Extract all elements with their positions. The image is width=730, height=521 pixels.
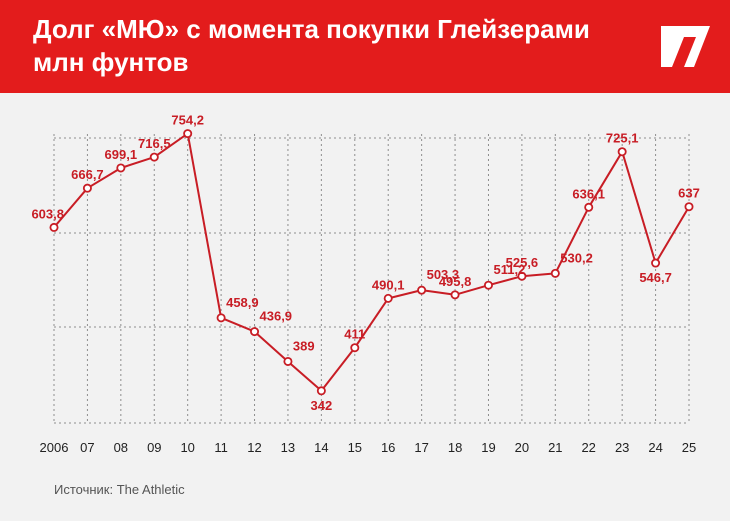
data-point [283,356,293,366]
the-athletic-logo-icon [661,26,710,67]
data-label: 503,3 [427,267,460,282]
data-label: 636,1 [572,186,605,201]
x-tick-label: 20 [515,440,529,455]
x-tick-label: 23 [615,440,629,455]
data-point [450,290,460,300]
x-tick-label: 25 [682,440,696,455]
data-point [183,129,193,139]
chart-subtitle: млн фунтов [33,47,189,77]
x-tick-label: 10 [180,440,194,455]
header-banner: Долг «МЮ» с момента покупки Глейзерами м… [0,0,730,93]
data-point [316,386,326,396]
chart-points [49,129,694,396]
x-tick-label: 24 [648,440,662,455]
data-point [584,202,594,212]
data-label: 754,2 [171,113,204,128]
chart-series [53,132,690,392]
x-tick-label: 12 [247,440,261,455]
x-tick-label: 2006 [40,440,69,455]
data-point [550,268,560,278]
data-point [149,152,159,162]
data-point [684,202,694,212]
x-tick-label: 07 [80,440,94,455]
chart-grid [53,134,690,424]
data-point [350,343,360,353]
x-tick-label: 09 [147,440,161,455]
x-tick-label: 17 [414,440,428,455]
data-point [82,183,92,193]
data-point [617,147,627,157]
debt-series-line [53,132,690,392]
data-point [483,280,493,290]
source-note: Источник: The Athletic [54,482,185,497]
data-point [383,293,393,303]
x-tick-label: 08 [114,440,128,455]
data-label: 530,2 [560,250,593,265]
data-label: 725,1 [606,131,639,146]
data-point [250,327,260,337]
data-label: 637 [678,186,700,201]
data-label: 525,6 [506,255,539,270]
data-label: 389 [293,339,315,354]
data-label: 511,2 [494,262,526,277]
data-label: 716,5 [138,136,171,151]
x-tick-label: 14 [314,440,328,455]
x-tick-label: 16 [381,440,395,455]
data-point [417,285,427,295]
data-label: 490,1 [372,277,405,292]
data-label: 436,9 [260,309,293,324]
x-tick-label: 21 [548,440,562,455]
data-label: 458,9 [226,295,259,310]
x-tick-label: 11 [214,440,228,455]
data-point [517,271,527,281]
data-label: 603,8 [31,206,64,221]
data-label: 411 [344,327,365,342]
chart-x-axis-ticks: 2006 07 08 09 10 11 12 13 14 15 16 17 18 19 20 21 22 23 24… [40,440,697,455]
data-point [116,163,126,173]
data-label: 666,7 [71,167,104,182]
chart-title: Долг «МЮ» с момента покупки Глейзерами [33,14,590,44]
data-label: 699,1 [105,147,138,162]
x-tick-label: 22 [581,440,595,455]
data-point [49,222,59,232]
x-tick-label: 19 [481,440,495,455]
data-label: 546,7 [639,270,672,285]
data-label: 342 [311,398,333,413]
data-point [651,258,661,268]
x-tick-label: 13 [281,440,295,455]
data-label: 495,8 [439,274,472,289]
x-tick-label: 15 [348,440,362,455]
data-point [216,313,226,323]
x-tick-label: 18 [448,440,462,455]
